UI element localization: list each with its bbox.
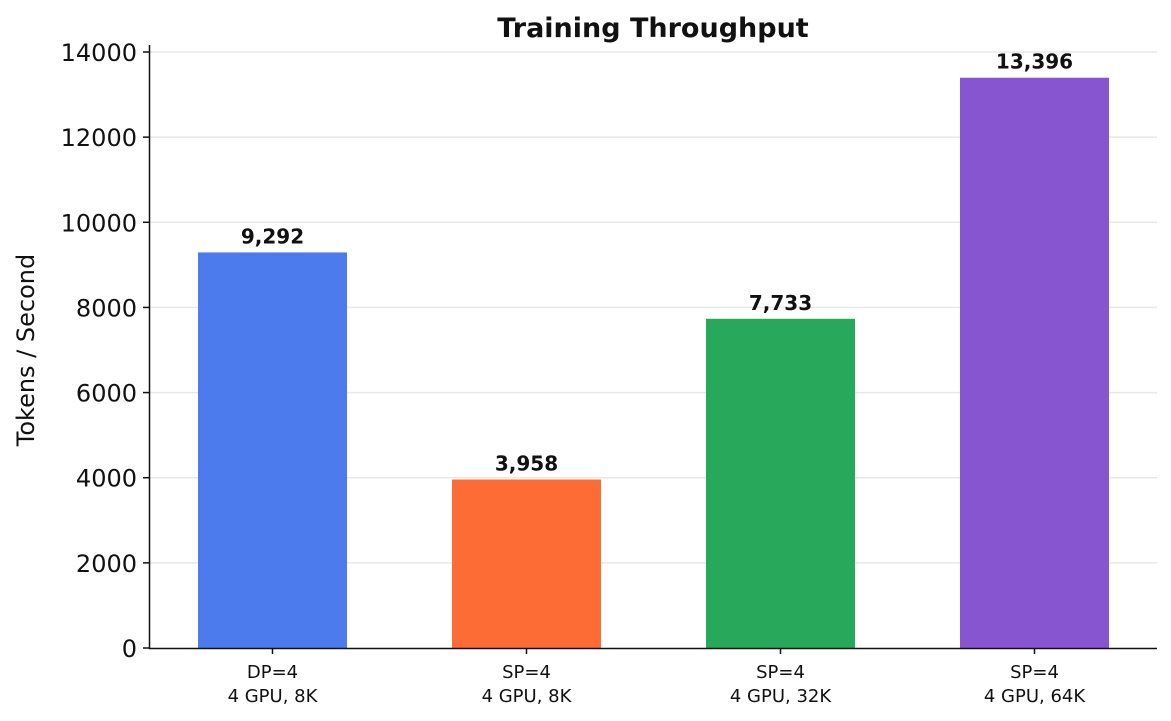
y-tick-label: 8000 <box>76 294 137 322</box>
bar <box>960 77 1109 649</box>
y-tick-label: 14000 <box>61 39 137 67</box>
bar <box>452 479 601 648</box>
bar <box>706 318 855 648</box>
axes <box>148 45 1157 650</box>
data-label: 3,958 <box>495 452 558 476</box>
x-ticks: DP=4 4 GPU, 8K SP=4 4 GPU, 8K SP=4 4 GPU, 32K… <box>228 648 1086 707</box>
x-tick-label: DP=4 <box>247 662 298 683</box>
x-tick-label: SP=4 <box>756 662 805 683</box>
data-label: 7,733 <box>749 291 812 315</box>
y-tick-label: 6000 <box>76 380 137 408</box>
x-tick-label: 4 GPU, 64K <box>984 686 1086 707</box>
y-tick-label: 12000 <box>61 124 137 152</box>
y-ticks: 0 2000 4000 6000 8000 10000 12000 14000 <box>61 39 149 663</box>
bars <box>198 77 1109 649</box>
x-tick-label: 4 GPU, 32K <box>730 686 832 707</box>
y-tick-label: 4000 <box>76 465 137 493</box>
data-labels: 9,292 3,958 7,733 13,396 <box>241 50 1073 476</box>
data-label: 13,396 <box>996 50 1073 74</box>
x-tick-label: 4 GPU, 8K <box>228 686 319 707</box>
data-label: 9,292 <box>241 224 304 248</box>
x-tick-label: SP=4 <box>502 662 551 683</box>
chart-title: Training Throughput <box>497 13 808 44</box>
x-tick-label: 4 GPU, 8K <box>482 686 573 707</box>
x-tick-label: SP=4 <box>1010 662 1059 683</box>
bar <box>198 252 347 649</box>
y-tick-label: 0 <box>122 635 137 663</box>
y-tick-label: 10000 <box>61 209 137 237</box>
y-tick-label: 2000 <box>76 550 137 578</box>
y-axis-label: Tokens / Second <box>12 254 40 447</box>
